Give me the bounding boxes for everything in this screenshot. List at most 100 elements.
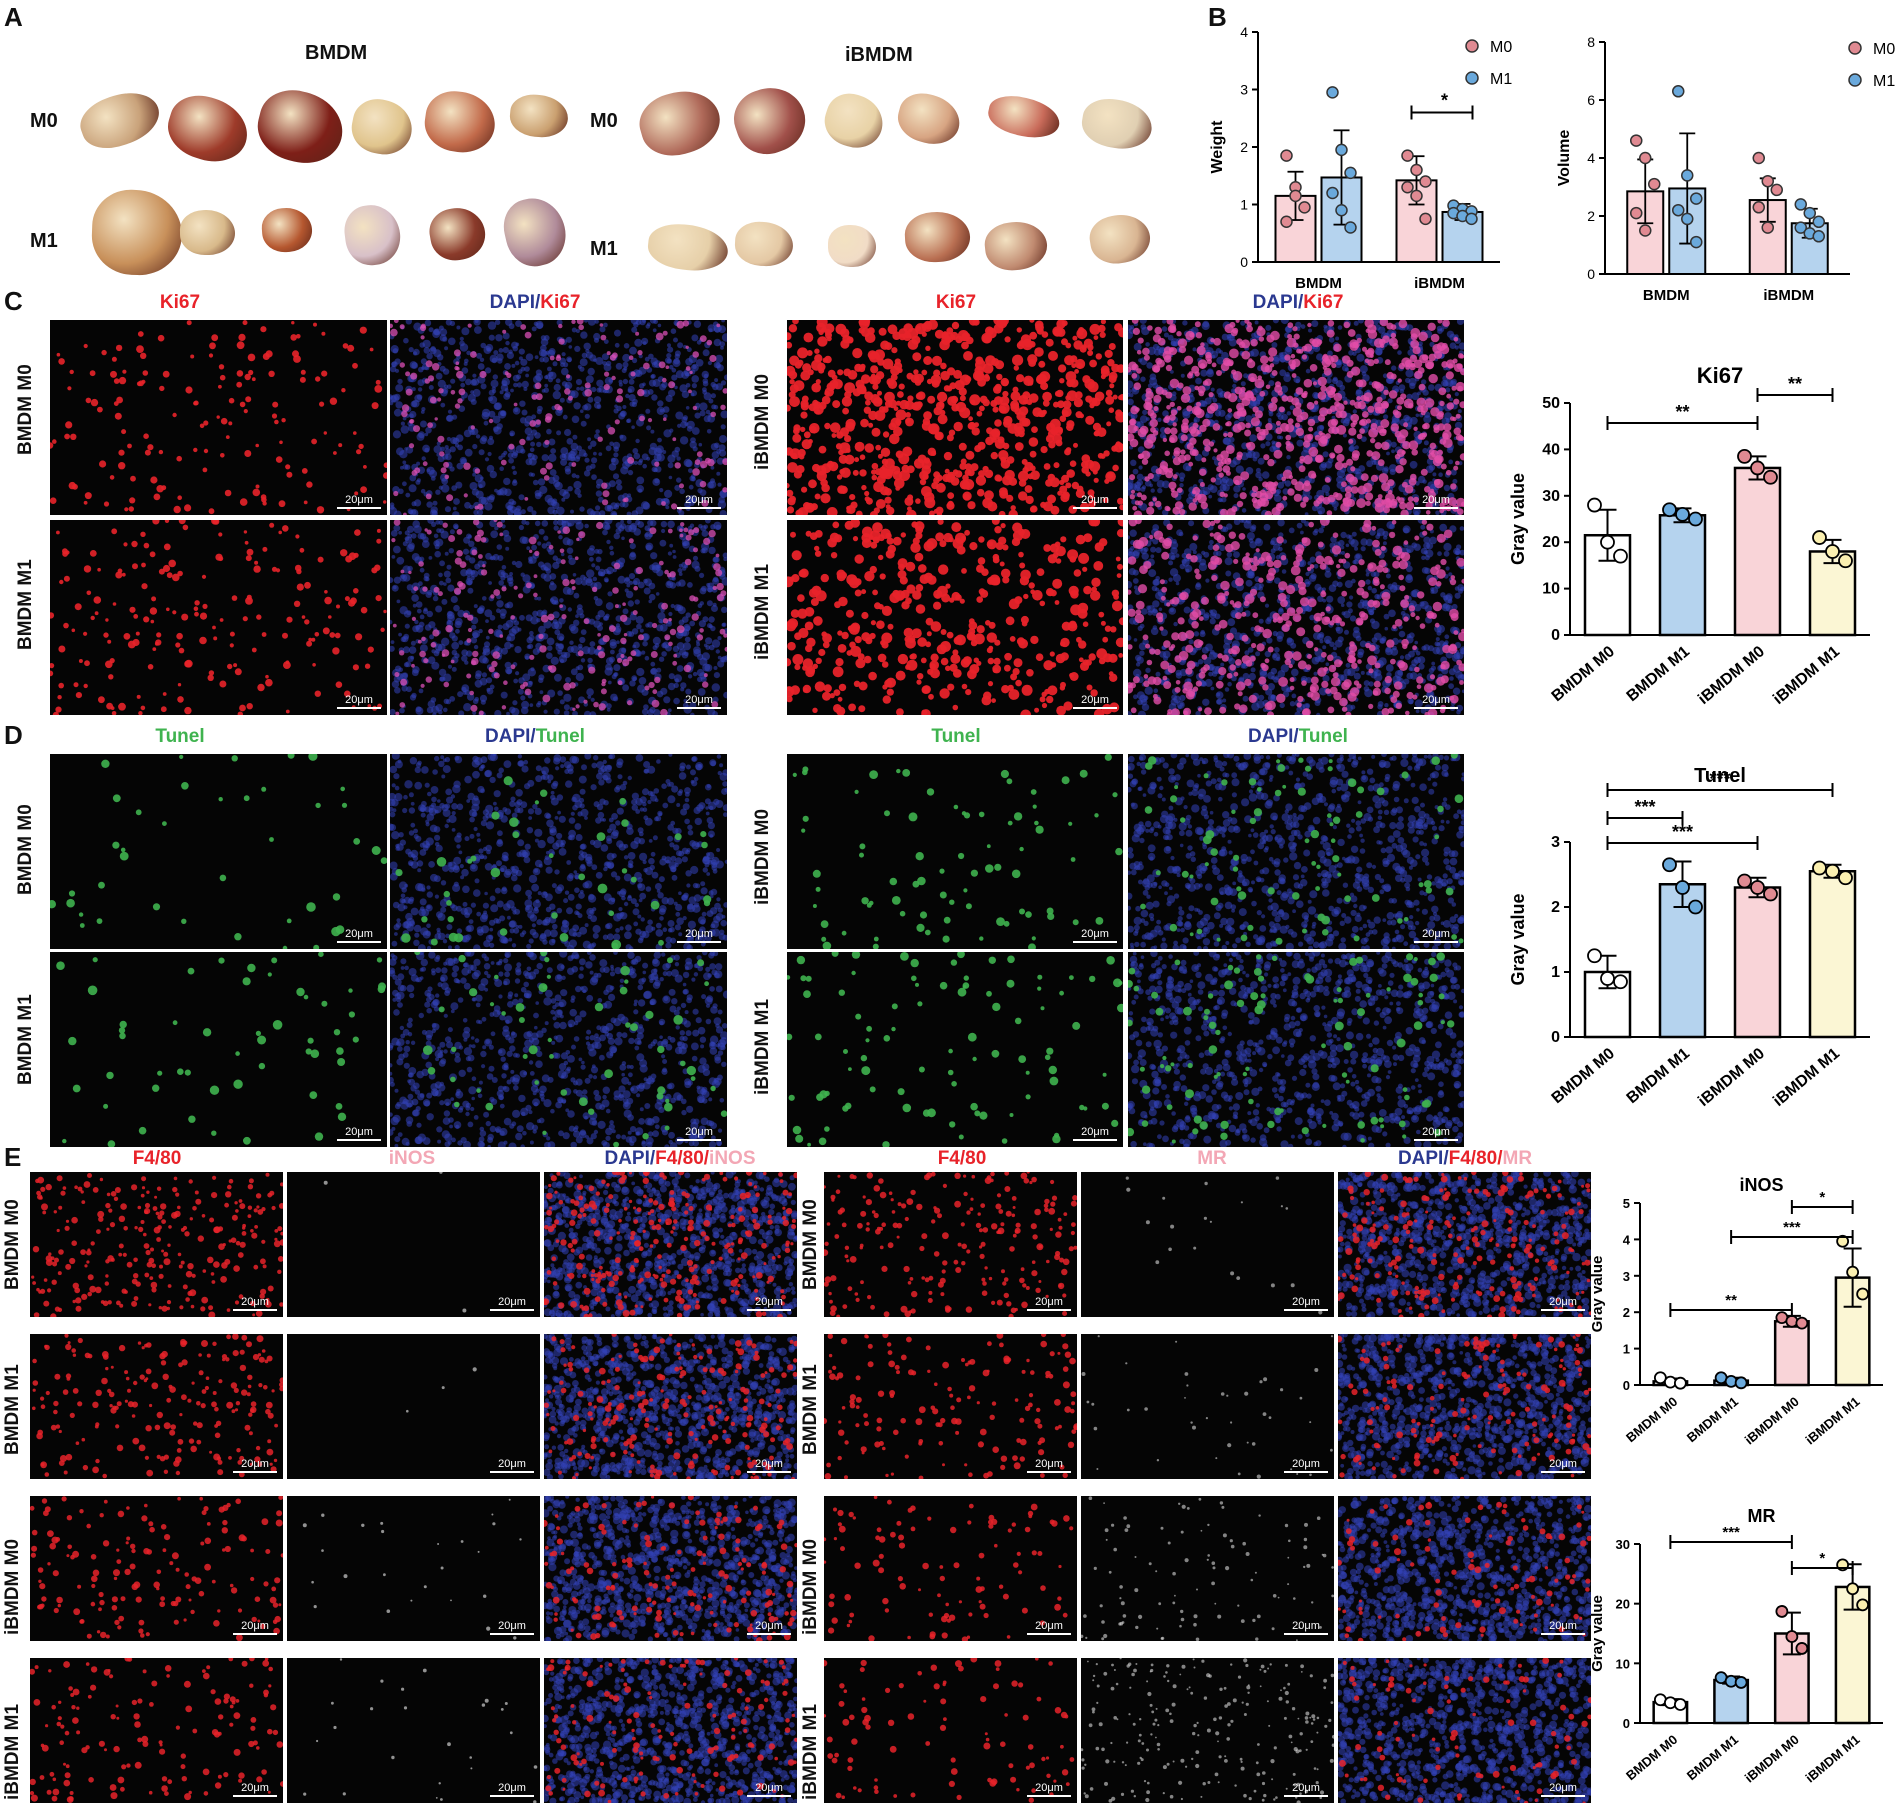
scale-bar-line: [1073, 707, 1117, 709]
scale-bar: 20μm: [490, 1296, 534, 1311]
y-tick-label: 0: [1240, 254, 1248, 270]
ki67-panel: 20μm: [50, 320, 387, 515]
scale-bar: 20μm: [1414, 1126, 1458, 1141]
c-header-ki67-left: Ki67: [160, 292, 200, 314]
data-point: [1411, 165, 1422, 176]
y-axis-label: Volume: [1556, 130, 1573, 187]
data-point: [1795, 199, 1806, 210]
data-point: [1813, 862, 1826, 875]
y-axis-label: Gray value: [1508, 473, 1528, 565]
tunel-panel: 20μm: [787, 754, 1123, 949]
x-tick-label: iBMDM: [1414, 275, 1465, 292]
scale-bar-line: [337, 507, 381, 509]
y-tick-label: 20: [1542, 534, 1560, 551]
data-point: [1813, 216, 1824, 227]
data-point: [1420, 176, 1431, 187]
scale-bar-label: 20μm: [1541, 1458, 1585, 1470]
data-point: [1738, 450, 1751, 463]
y-tick-label: 40: [1542, 441, 1560, 458]
mr-panel: 20μm: [1081, 1172, 1334, 1317]
dapi-f480-mr-merge-panel: 20μm: [1338, 1172, 1591, 1317]
y-tick-label: 4: [1587, 150, 1595, 166]
data-point: [1588, 949, 1601, 962]
e-header-f480-right: F4/80: [938, 1148, 987, 1170]
x-tick-label: iBMDM M1: [1770, 643, 1843, 708]
x-tick-label: iBMDM M0: [1742, 1394, 1802, 1448]
scale-bar: 20μm: [1073, 494, 1117, 509]
data-point: [1336, 205, 1347, 216]
e-header-f480-left: F4/80: [133, 1148, 182, 1170]
data-point: [1665, 1697, 1676, 1708]
tumor-photo: [161, 88, 256, 171]
legend-marker: [1849, 42, 1861, 54]
ki67-panel: 20μm: [50, 520, 387, 715]
scale-bar-line: [337, 941, 381, 943]
data-point: [1640, 225, 1651, 236]
data-point: [1857, 1599, 1868, 1610]
data-point: [1290, 190, 1301, 201]
e-header-merge-right: DAPI/F4/80/MR: [1398, 1148, 1532, 1170]
dapi-f480-mr-merge-panel: 20μm: [1338, 1496, 1591, 1641]
scale-bar: 20μm: [747, 1296, 791, 1311]
data-point: [1299, 202, 1310, 213]
significance-label: ***: [1672, 822, 1693, 842]
scale-bar-line: [677, 941, 721, 943]
scale-bar: 20μm: [1027, 1782, 1071, 1797]
scale-bar-label: 20μm: [1284, 1620, 1328, 1632]
row-label-bmdm-m1: BMDM M1: [15, 559, 37, 650]
data-point: [1466, 213, 1477, 224]
scale-bar-line: [1073, 941, 1117, 943]
y-axis-label: Gray value: [1589, 1256, 1606, 1333]
inos-panel: 20μm: [287, 1172, 540, 1317]
tumor-photo: [985, 91, 1063, 143]
data-point: [1839, 554, 1852, 567]
scale-bar: 20μm: [1414, 928, 1458, 943]
row-label-e-right: iBMDM M1: [800, 1704, 822, 1800]
row-label-m1-left: M1: [30, 230, 58, 253]
data-point: [1736, 1377, 1747, 1388]
data-point: [1673, 205, 1684, 216]
f480-panel: 20μm: [824, 1334, 1077, 1479]
tumor-photo: [983, 219, 1050, 273]
tumor-photo: [734, 221, 794, 268]
tumor-photo: [726, 78, 813, 162]
legend-marker: [1466, 40, 1478, 52]
scale-bar: 20μm: [337, 1126, 381, 1141]
tumor-photo: [828, 225, 876, 267]
scale-bar-line: [1073, 507, 1117, 509]
tumor-photo: [421, 87, 499, 156]
legend-marker: [1849, 74, 1861, 86]
scale-bar-line: [1073, 1139, 1117, 1141]
y-tick-label: 0: [1551, 627, 1560, 644]
data-point: [1738, 875, 1751, 888]
row-label-m1-right: M1: [590, 238, 618, 261]
mr-panel: 20μm: [1081, 1334, 1334, 1479]
data-point: [1411, 190, 1422, 201]
scale-bar: 20μm: [233, 1458, 277, 1473]
data-point: [1327, 87, 1338, 98]
scale-bar: 20μm: [747, 1620, 791, 1635]
tumor-photo: [508, 93, 569, 140]
data-point: [1736, 1677, 1747, 1688]
e-header-merge-left: DAPI/F4/80/iNOS: [604, 1148, 755, 1170]
scale-bar-label: 20μm: [233, 1782, 277, 1794]
dapi-tunel-merge-panel: 20μm: [1128, 754, 1464, 949]
scale-bar-label: 20μm: [233, 1620, 277, 1632]
data-point: [1601, 972, 1614, 985]
scale-bar-label: 20μm: [1073, 694, 1117, 706]
e-header-mr: MR: [1197, 1148, 1227, 1170]
f480-panel: 20μm: [30, 1334, 283, 1479]
chart-title: iNOS: [1739, 1175, 1783, 1195]
legend-label: M0: [1873, 41, 1895, 58]
dapi-f480-mr-merge-panel: 20μm: [1338, 1658, 1591, 1803]
data-point: [1691, 193, 1702, 204]
scale-bar-line: [233, 1309, 277, 1311]
x-tick-label: BMDM M0: [1623, 1732, 1680, 1783]
scale-bar-line: [1027, 1633, 1071, 1635]
bar: [1660, 515, 1705, 635]
legend-label: M0: [1490, 39, 1512, 56]
scale-bar-label: 20μm: [1414, 494, 1458, 506]
data-point: [1345, 222, 1356, 233]
